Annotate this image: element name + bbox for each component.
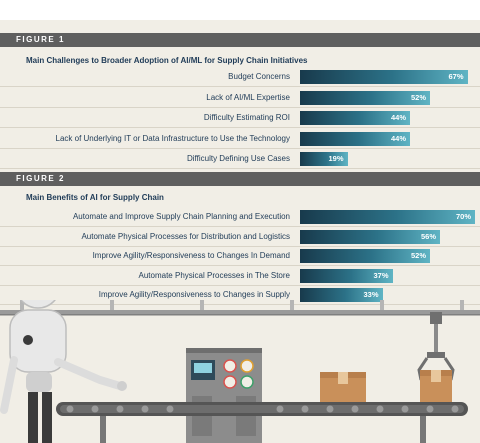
category-label: Automate Physical Processes in The Store	[138, 270, 290, 280]
chart-row: Difficulty Estimating ROI 44%	[0, 108, 480, 128]
conveyor-belt	[56, 402, 468, 443]
category-label: Budget Concerns	[228, 72, 290, 81]
chart-row: Difficulty Defining Use Cases 19%	[0, 149, 480, 169]
chart-row: Automate Physical Processes for Distribu…	[0, 227, 480, 247]
overhead-rail	[0, 300, 480, 316]
bar: 52%	[300, 249, 430, 263]
row-divider	[0, 147, 480, 149]
bar: 70%	[300, 210, 475, 224]
row-divider	[0, 127, 480, 128]
figure-2-header: FIGURE 2	[0, 172, 480, 186]
row-divider	[0, 106, 480, 108]
row-divider	[0, 168, 480, 169]
value-label: 70%	[455, 212, 471, 221]
bar: 37%	[300, 268, 393, 283]
category-label: Automate Physical Processes for Distribu…	[81, 231, 290, 241]
bar: 67%	[300, 70, 468, 84]
category-label: Automate and Improve Supply Chain Planni…	[72, 212, 290, 221]
bar: 52%	[300, 90, 430, 105]
row-divider	[0, 284, 480, 286]
value-label: 33%	[363, 290, 379, 299]
bar: 56%	[300, 229, 440, 244]
row-divider	[0, 265, 480, 266]
chart-row: Budget Concerns 67%	[0, 67, 480, 87]
cardboard-box-2	[420, 370, 452, 402]
value-label: 67%	[448, 72, 464, 81]
figure-1-header: FIGURE 1	[0, 33, 480, 47]
bar: 33%	[300, 288, 383, 302]
category-label: Improve Agility/Responsiveness to Change…	[98, 290, 290, 299]
chart-row: Lack of AI/ML Expertise 52%	[0, 88, 480, 108]
value-label: 19%	[328, 154, 344, 163]
figure-1-title: Main Challenges to Broader Adoption of A…	[26, 56, 308, 65]
figure-2-title: Main Benefits of AI for Supply Chain	[26, 193, 164, 202]
value-label: 52%	[410, 92, 426, 102]
value-label: 44%	[390, 113, 406, 122]
bar: 44%	[300, 111, 410, 125]
value-label: 56%	[420, 231, 436, 241]
chart-row: Improve Agility/Responsiveness to Change…	[0, 285, 480, 305]
chart-row: Automate and Improve Supply Chain Planni…	[0, 207, 480, 227]
row-divider	[0, 245, 480, 247]
value-label: 37%	[373, 270, 389, 280]
bar: 44%	[300, 131, 410, 146]
chart-row: Lack of Underlying IT or Data Infrastruc…	[0, 129, 480, 149]
factory-illustration	[0, 300, 480, 443]
humanoid-robot	[0, 300, 127, 443]
category-label: Difficulty Defining Use Cases	[186, 154, 290, 163]
bar: 19%	[300, 152, 348, 166]
robotic-claw	[417, 312, 455, 381]
category-label: Improve Agility/Responsiveness to Change…	[92, 251, 290, 260]
control-machine	[186, 348, 262, 443]
value-label: 44%	[390, 133, 406, 143]
row-divider	[0, 226, 480, 227]
chart-row: Automate Physical Processes in The Store…	[0, 266, 480, 286]
row-divider	[0, 304, 480, 305]
top-margin	[0, 0, 480, 20]
category-label: Lack of Underlying IT or Data Infrastruc…	[55, 133, 291, 143]
category-label: Difficulty Estimating ROI	[203, 113, 290, 122]
value-label: 52%	[410, 251, 426, 260]
cardboard-box-1	[320, 372, 366, 402]
chart-row: Improve Agility/Responsiveness to Change…	[0, 246, 480, 266]
category-label: Lack of AI/ML Expertise	[206, 92, 290, 102]
row-divider	[0, 86, 480, 87]
